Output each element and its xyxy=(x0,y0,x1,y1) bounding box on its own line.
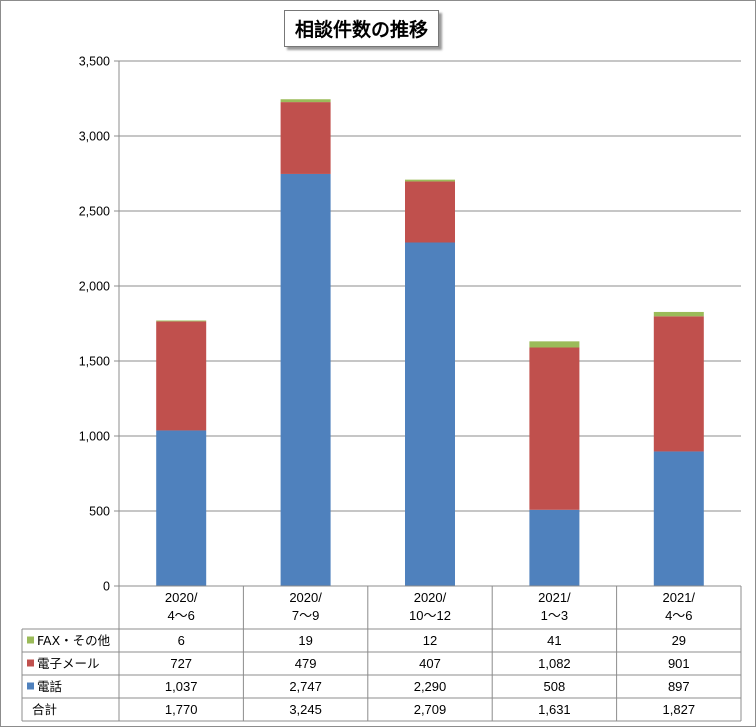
bar-segment xyxy=(405,179,455,182)
x-category-label: 4〜6 xyxy=(167,608,194,623)
legend-key xyxy=(27,659,34,667)
table-cell-value: 407 xyxy=(419,656,441,671)
table-cell-value: 2,290 xyxy=(414,679,447,694)
table-cell-value: 12 xyxy=(423,633,437,648)
y-tick-label: 3,500 xyxy=(79,55,110,69)
table-cell-value: 727 xyxy=(170,656,192,671)
y-tick-label: 500 xyxy=(89,505,110,519)
table-cell-value: 1,631 xyxy=(538,702,571,717)
table-cell-value: 2,747 xyxy=(289,679,322,694)
table-cell-value: 897 xyxy=(668,679,690,694)
bar-segment xyxy=(405,242,455,586)
x-category-label: 2020/ xyxy=(414,590,447,605)
bar-segment xyxy=(280,99,331,103)
table-row-label: 電子メール xyxy=(37,656,100,671)
x-category-label: 7〜9 xyxy=(292,608,319,623)
table-cell-value: 1,827 xyxy=(663,702,696,717)
y-tick-label: 2,000 xyxy=(79,280,110,294)
table-row-label: 電話 xyxy=(37,679,62,694)
table-row-label: FAX・その他 xyxy=(37,633,111,648)
x-category-label: 2020/ xyxy=(289,590,322,605)
bar-segment xyxy=(653,451,704,586)
y-tick-label: 1,500 xyxy=(79,355,110,369)
bar-segment xyxy=(653,316,704,452)
table-cell-value: 901 xyxy=(668,656,690,671)
table-row-label: 合計 xyxy=(32,702,57,717)
y-tick-label: 3,000 xyxy=(79,130,110,144)
table-cell-value: 29 xyxy=(672,633,686,648)
legend-key xyxy=(27,682,34,690)
table-cell-value: 1,082 xyxy=(538,656,571,671)
bar-segment xyxy=(156,430,207,586)
bar-segment xyxy=(405,181,455,243)
bar-segment xyxy=(280,102,331,174)
y-tick-label: 1,000 xyxy=(79,430,110,444)
x-category-label: 2020/ xyxy=(165,590,198,605)
x-category-label: 4〜6 xyxy=(665,608,692,623)
table-cell-value: 479 xyxy=(295,656,317,671)
x-category-label: 2021/ xyxy=(538,590,571,605)
x-category-label: 1〜3 xyxy=(541,608,568,623)
y-tick-label: 2,500 xyxy=(79,205,110,219)
table-cell-value: 19 xyxy=(298,633,312,648)
bar-segment xyxy=(156,320,207,322)
chart-title: 相談件数の推移 xyxy=(284,10,440,47)
bar-segment xyxy=(529,347,580,510)
table-cell-value: 1,770 xyxy=(165,702,198,717)
y-tick-label: 0 xyxy=(103,580,110,594)
table-cell-value: 6 xyxy=(178,633,185,648)
bar-segment xyxy=(529,341,580,348)
x-category-label: 10〜12 xyxy=(409,608,451,623)
table-cell-value: 2,709 xyxy=(414,702,447,717)
table-cell-value: 508 xyxy=(544,679,566,694)
bar-segment xyxy=(653,311,704,317)
legend-key xyxy=(27,636,34,644)
table-cell-value: 41 xyxy=(547,633,561,648)
bar-segment xyxy=(280,173,331,586)
x-category-label: 2021/ xyxy=(663,590,696,605)
table-cell-value: 3,245 xyxy=(289,702,322,717)
table-cell-value: 1,037 xyxy=(165,679,198,694)
bar-segment xyxy=(156,321,207,431)
bar-segment xyxy=(529,509,580,586)
